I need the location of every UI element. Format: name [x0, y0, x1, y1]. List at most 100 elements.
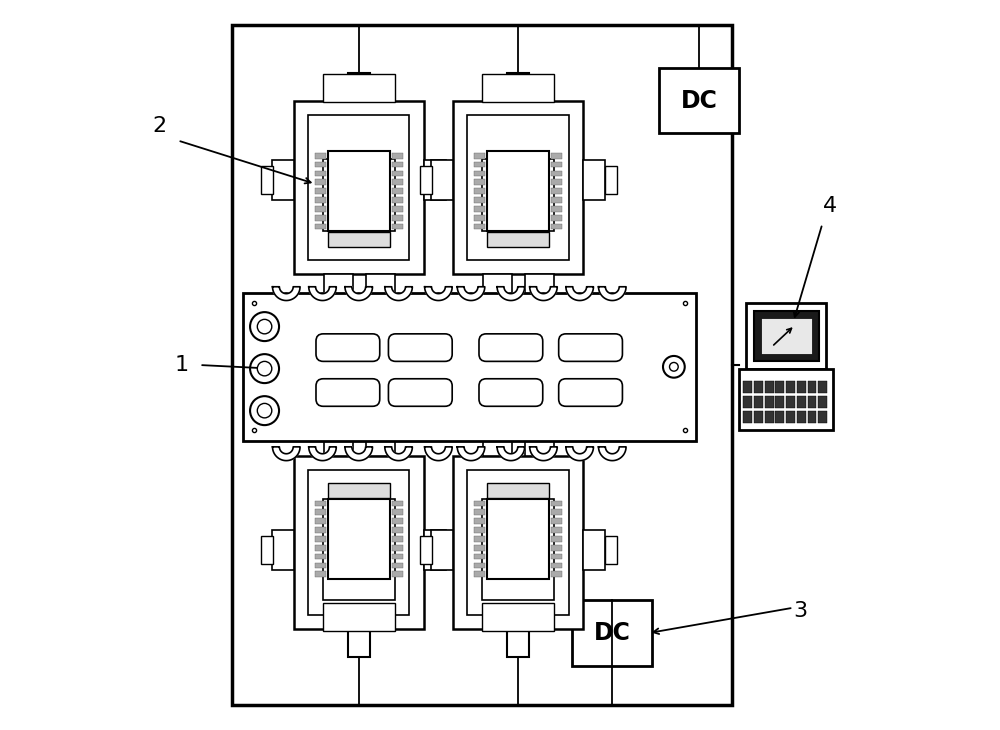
Bar — [474, 188, 485, 194]
Bar — [551, 572, 562, 577]
Bar — [243, 293, 696, 441]
Bar — [605, 166, 617, 194]
Polygon shape — [309, 287, 336, 301]
Polygon shape — [345, 287, 372, 301]
Bar — [431, 161, 453, 200]
Bar — [482, 603, 554, 631]
Text: DC: DC — [681, 88, 718, 112]
Bar — [746, 304, 826, 369]
Bar — [392, 572, 403, 577]
Bar — [818, 412, 827, 423]
Bar — [328, 499, 390, 579]
Bar — [315, 153, 326, 158]
Bar — [487, 499, 549, 579]
Bar — [808, 412, 816, 423]
Bar — [366, 274, 395, 296]
Polygon shape — [599, 287, 626, 301]
Bar — [392, 197, 403, 203]
Bar — [315, 518, 326, 524]
FancyBboxPatch shape — [479, 334, 543, 361]
Circle shape — [257, 361, 272, 376]
Bar — [392, 536, 403, 542]
Polygon shape — [309, 447, 336, 461]
Text: 2: 2 — [152, 116, 167, 136]
Bar — [392, 510, 403, 515]
Bar — [323, 74, 395, 102]
Bar — [446, 166, 457, 194]
Bar — [328, 483, 390, 498]
Bar — [261, 166, 273, 194]
Bar — [487, 483, 549, 498]
Bar — [525, 274, 554, 296]
FancyBboxPatch shape — [559, 334, 622, 361]
Bar — [474, 197, 485, 203]
Bar — [474, 215, 485, 220]
Bar — [754, 396, 763, 408]
Polygon shape — [273, 287, 300, 301]
Bar — [743, 412, 752, 423]
Bar — [315, 180, 326, 185]
Bar — [583, 530, 605, 569]
Bar — [308, 115, 409, 260]
Bar — [818, 396, 827, 408]
Circle shape — [250, 396, 279, 425]
Bar — [232, 25, 732, 705]
Circle shape — [257, 404, 272, 418]
Bar — [315, 527, 326, 533]
Polygon shape — [457, 287, 485, 301]
Bar — [467, 115, 569, 260]
Bar — [743, 396, 752, 408]
Bar — [507, 73, 529, 101]
Bar — [551, 206, 562, 212]
Polygon shape — [385, 287, 412, 301]
Bar — [392, 545, 403, 550]
Bar — [272, 161, 294, 200]
Bar — [392, 180, 403, 185]
Bar — [765, 412, 774, 423]
Bar — [551, 153, 562, 158]
Bar — [659, 68, 739, 133]
Bar — [348, 73, 370, 101]
Bar — [392, 501, 403, 507]
Bar — [392, 188, 403, 194]
Bar — [323, 499, 395, 601]
Bar — [808, 396, 816, 408]
Bar — [551, 536, 562, 542]
Bar — [482, 74, 554, 102]
Bar — [366, 434, 395, 456]
Bar — [474, 553, 485, 559]
Bar — [328, 151, 390, 231]
Bar — [551, 188, 562, 194]
Bar — [525, 434, 554, 456]
Polygon shape — [457, 447, 485, 461]
Bar — [808, 381, 816, 393]
Bar — [765, 381, 774, 393]
Bar — [551, 563, 562, 569]
Bar — [551, 180, 562, 185]
Bar — [483, 274, 512, 296]
Bar — [431, 530, 453, 569]
Bar — [474, 501, 485, 507]
Circle shape — [663, 356, 685, 377]
Polygon shape — [497, 447, 525, 461]
Bar — [775, 396, 784, 408]
Polygon shape — [566, 287, 593, 301]
Bar — [551, 215, 562, 220]
Polygon shape — [530, 287, 557, 301]
Bar — [328, 232, 390, 247]
Bar — [453, 101, 583, 274]
Bar — [775, 381, 784, 393]
FancyBboxPatch shape — [388, 379, 452, 407]
Text: 1: 1 — [174, 355, 188, 375]
Bar — [743, 381, 752, 393]
FancyBboxPatch shape — [316, 334, 380, 361]
Bar — [775, 412, 784, 423]
Bar — [392, 153, 403, 158]
Bar — [754, 412, 763, 423]
Bar — [786, 396, 795, 408]
Bar — [323, 603, 395, 631]
Bar — [420, 166, 432, 194]
Bar — [797, 381, 806, 393]
Text: 3: 3 — [794, 602, 808, 621]
Bar — [551, 518, 562, 524]
